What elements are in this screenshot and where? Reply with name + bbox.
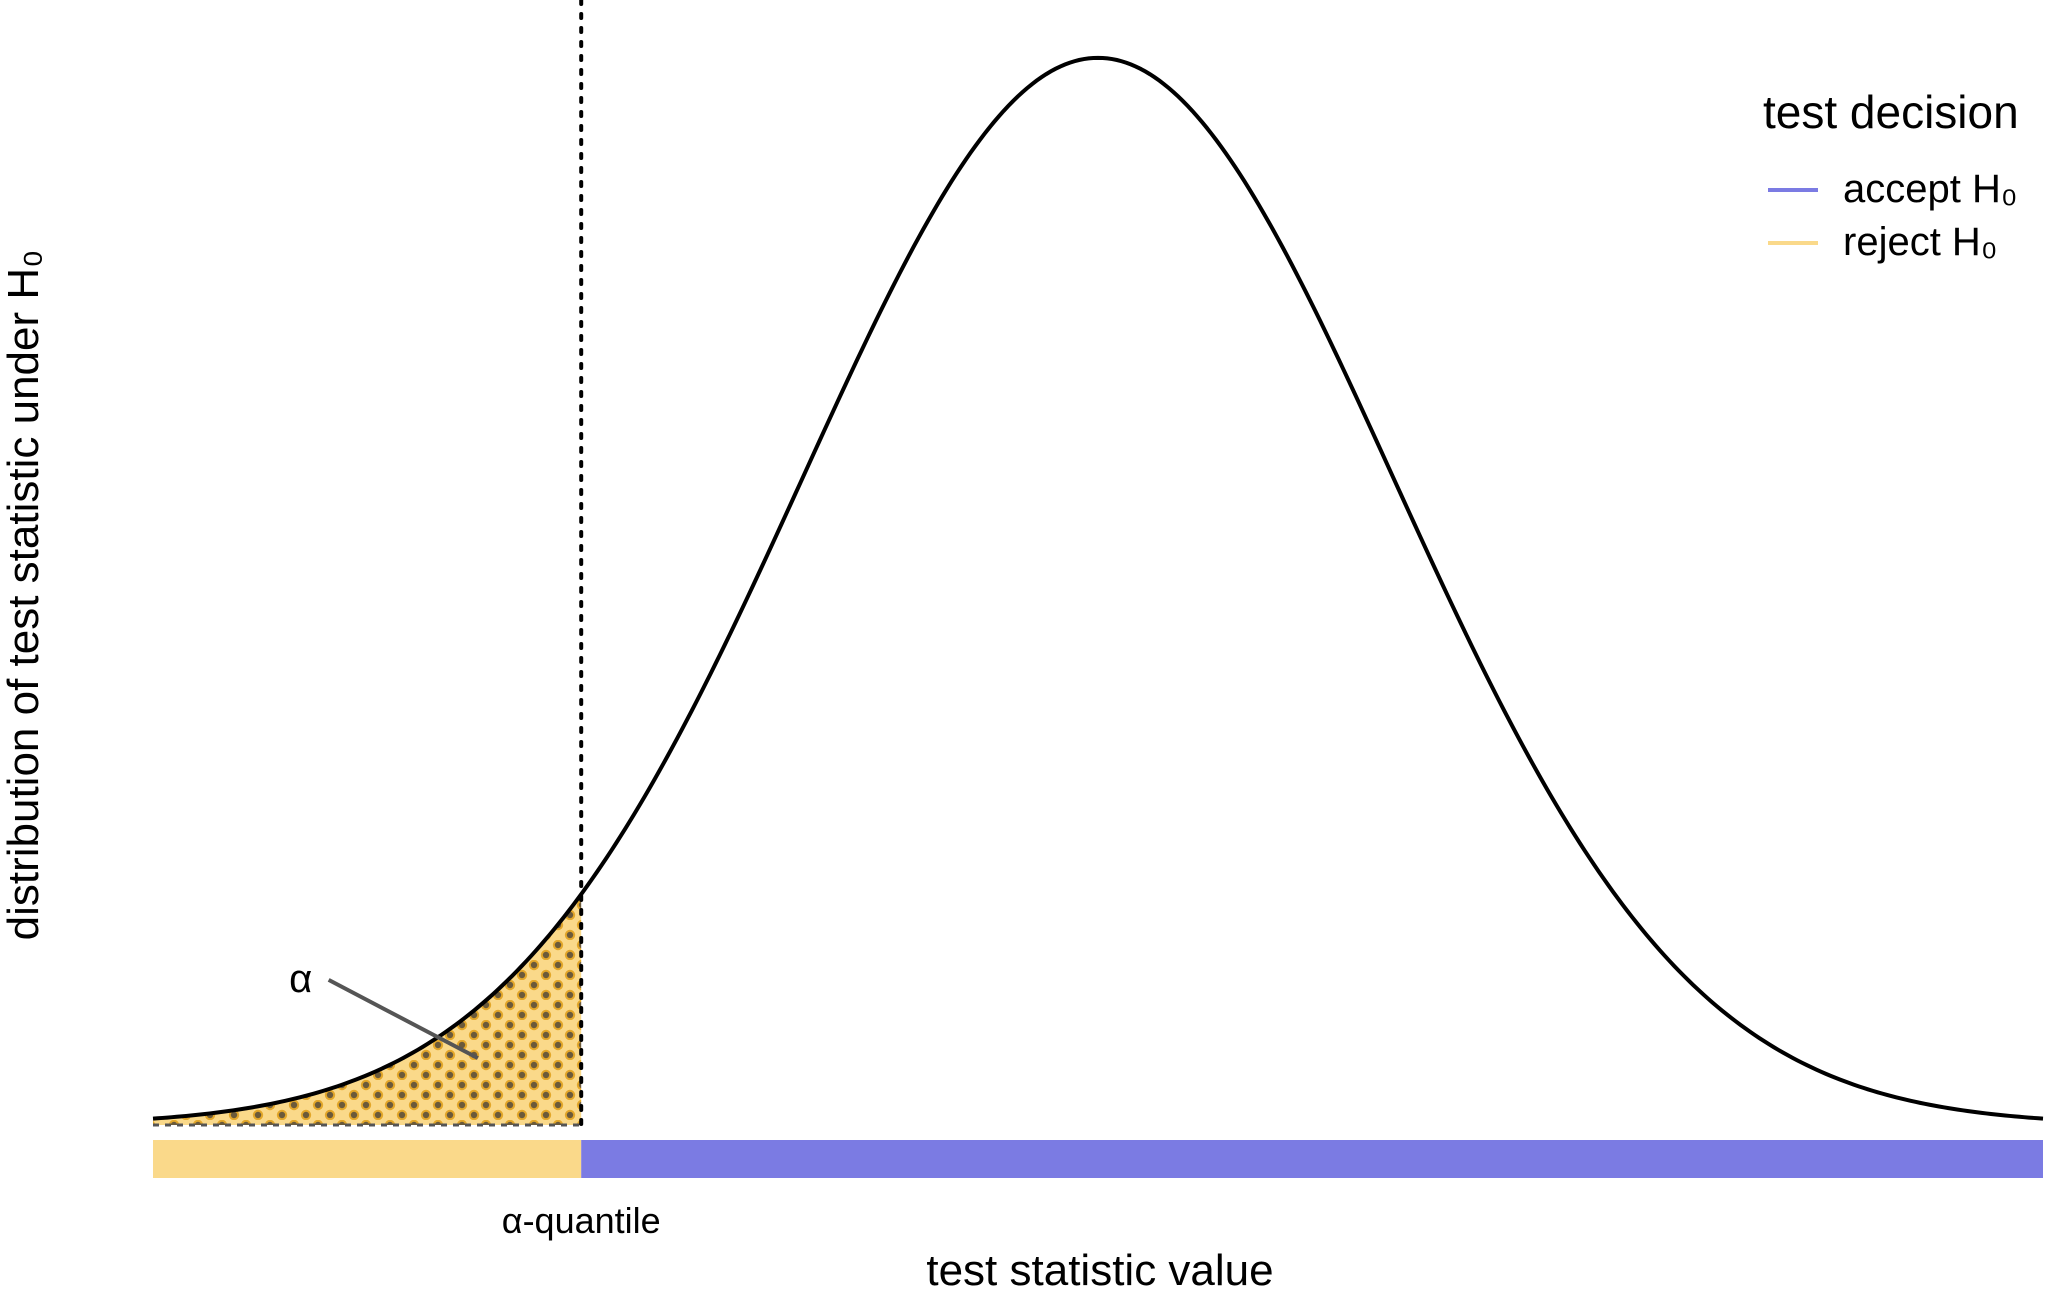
legend-title: test decision xyxy=(1763,86,2019,138)
alpha-quantile-label: α-quantile xyxy=(502,1200,661,1241)
x-axis-title: test statistic value xyxy=(926,1246,1273,1291)
alpha-annotation: α xyxy=(289,957,312,1001)
legend-label-accept: accept H₀ xyxy=(1843,167,2017,211)
plot-layer xyxy=(152,0,2044,1178)
y-axis-title: distribution of test statistic under H₀ xyxy=(0,250,48,941)
alpha-annotation-leader xyxy=(327,978,479,1060)
decision-bar-accept xyxy=(581,1140,2043,1178)
alpha-region xyxy=(153,894,582,1125)
legend-label-reject: reject H₀ xyxy=(1843,220,1997,264)
decision-bar-reject xyxy=(153,1140,582,1178)
decision-bar xyxy=(153,1140,2043,1178)
density-curve xyxy=(152,55,2044,1121)
legend: test decision accept H₀ reject H₀ xyxy=(1763,86,2019,264)
